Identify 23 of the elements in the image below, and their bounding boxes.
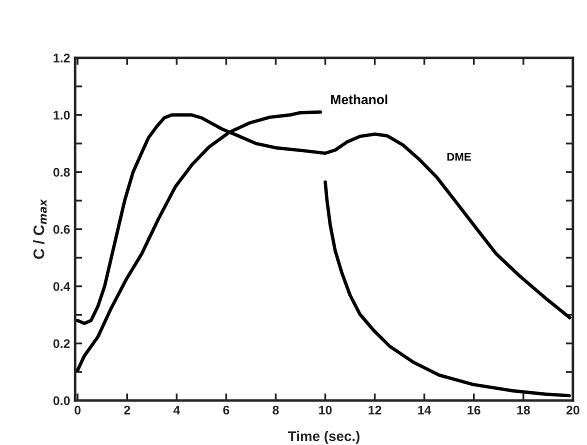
y-tick-label: 0.6 (53, 224, 70, 234)
x-tick-label: 8 (272, 406, 279, 415)
x-tick-label: 12 (368, 406, 382, 414)
series-label: DME (447, 153, 471, 161)
x-axis-title: Time (sec.) (288, 430, 360, 444)
y-tick-label: 1.0 (54, 110, 70, 120)
x-tick-label: 0 (74, 406, 81, 415)
y-tick-label: 0.2 (53, 339, 70, 348)
y-tick-label: 0.4 (53, 282, 70, 291)
y-tick-label: 1.2 (54, 54, 70, 62)
line-series (324, 180, 571, 398)
x-tick-label: 14 (418, 406, 432, 414)
y-axis-title: C / C$_{max}$ (33, 199, 47, 259)
x-tick-label: 2 (124, 406, 130, 414)
x-tick-label: 10 (319, 406, 332, 415)
x-tick-label: 16 (468, 406, 480, 415)
y-tick-label: 0.0 (53, 396, 70, 406)
series-label: Methanol (331, 94, 388, 104)
y-tick-label: 0.8 (53, 168, 70, 177)
x-tick-label: 4 (173, 406, 180, 414)
x-tick-label: 6 (223, 406, 230, 415)
x-tick-label: 18 (517, 406, 530, 415)
x-tick-label: 20 (566, 406, 580, 415)
